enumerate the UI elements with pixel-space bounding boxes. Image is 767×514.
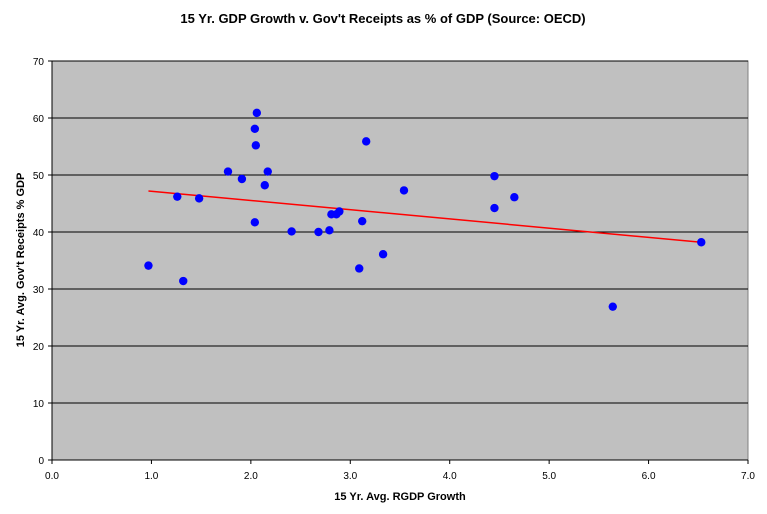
data-point — [194, 194, 204, 203]
chart-title: 15 Yr. GDP Growth v. Gov't Receipts as %… — [180, 11, 585, 26]
y-tick-label: 30 — [33, 285, 45, 296]
data-point — [490, 171, 499, 181]
x-axis-ticks: 0.0 1.0 2.0 3.0 4.0 5.0 6.0 7.0 — [45, 460, 755, 482]
y-tick-label: 70 — [33, 57, 45, 68]
data-point — [250, 218, 260, 227]
y-tick-label: 10 — [33, 399, 45, 410]
data-point — [355, 264, 364, 273]
data-point — [287, 227, 296, 236]
y-axis-label: 15 Yr. Avg. Gov't Receipts % GDP — [15, 173, 27, 348]
data-point — [314, 227, 323, 237]
data-point — [173, 192, 182, 201]
data-point — [325, 226, 334, 235]
data-point — [399, 186, 409, 195]
trendline-group — [148, 190, 702, 244]
x-tick-label: 2.0 — [244, 471, 258, 482]
x-tick-label: 0.0 — [45, 471, 59, 482]
data-point — [378, 250, 388, 259]
y-tick-label: 0 — [38, 456, 44, 467]
x-tick-label: 5.0 — [542, 471, 556, 482]
plot-area — [51, 60, 749, 461]
data-point — [237, 174, 247, 184]
data-point — [223, 167, 233, 176]
y-tick-label: 50 — [33, 171, 45, 182]
y-tick-label: 20 — [33, 342, 45, 353]
x-tick-label: 7.0 — [741, 471, 755, 482]
data-point — [490, 203, 499, 213]
y-tick-label: 60 — [33, 114, 45, 125]
data-point — [179, 276, 188, 286]
gridlines — [52, 60, 748, 404]
x-tick-label: 6.0 — [642, 471, 656, 482]
data-point — [335, 207, 344, 216]
data-point — [510, 193, 519, 202]
y-axis-ticks: 0 10 20 30 40 50 60 70 — [33, 57, 52, 467]
data-point — [608, 302, 617, 311]
data-point — [252, 108, 262, 118]
trendline — [148, 190, 702, 244]
data-points — [144, 108, 706, 311]
y-tick-label: 40 — [33, 228, 45, 239]
x-tick-label: 4.0 — [443, 471, 457, 482]
data-point — [144, 261, 153, 270]
data-point — [250, 124, 260, 134]
axes — [51, 61, 748, 461]
x-axis-label: 15 Yr. Avg. RGDP Growth — [334, 491, 466, 503]
x-tick-label: 1.0 — [144, 471, 158, 482]
data-point — [697, 238, 706, 247]
data-point — [263, 167, 272, 176]
data-point — [260, 181, 269, 190]
data-point — [361, 137, 371, 146]
data-point — [358, 216, 367, 226]
x-tick-label: 3.0 — [343, 471, 357, 482]
data-point — [251, 141, 261, 150]
